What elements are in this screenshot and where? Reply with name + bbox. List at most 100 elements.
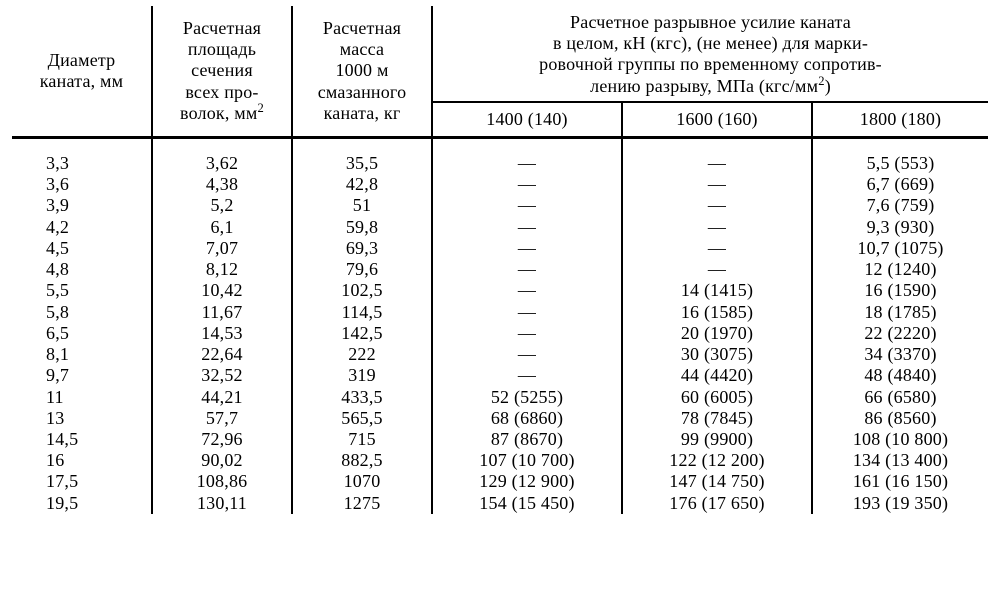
cell-a: 44,21	[152, 387, 292, 408]
table-row: 19,5130,111275154 (15 450)176 (17 650)19…	[12, 493, 988, 514]
cell-f3: 48 (4840)	[812, 365, 988, 386]
table-header-row-1: Диаметрканата, мм Расчетнаяплощадьсечени…	[12, 6, 988, 102]
table-row: 8,122,64222—30 (3075)34 (3370)	[12, 344, 988, 365]
cell-a: 72,96	[152, 429, 292, 450]
cell-d: 14,5	[12, 429, 152, 450]
cell-f3: 134 (13 400)	[812, 450, 988, 471]
cell-f1: 87 (8670)	[432, 429, 622, 450]
cell-f1: —	[432, 195, 622, 216]
cell-f3: 6,7 (669)	[812, 174, 988, 195]
table-row: 3,95,251——7,6 (759)	[12, 195, 988, 216]
cell-a: 4,38	[152, 174, 292, 195]
cell-f2: 14 (1415)	[622, 280, 812, 301]
cell-d: 13	[12, 408, 152, 429]
cell-f2: —	[622, 153, 812, 174]
cell-d: 3,3	[12, 153, 152, 174]
cell-a: 10,42	[152, 280, 292, 301]
cell-f2: 147 (14 750)	[622, 471, 812, 492]
col-header-mass: Расчетнаямасса1000 мсмазанногоканата, кг	[292, 6, 432, 136]
cell-f1: —	[432, 302, 622, 323]
cell-a: 32,52	[152, 365, 292, 386]
table-row: 9,732,52319—44 (4420)48 (4840)	[12, 365, 988, 386]
cell-f1: —	[432, 280, 622, 301]
table-row: 14,572,9671587 (8670)99 (9900)108 (10 80…	[12, 429, 988, 450]
cell-f1: —	[432, 323, 622, 344]
table-row: 6,514,53142,5—20 (1970)22 (2220)	[12, 323, 988, 344]
cell-f2: 99 (9900)	[622, 429, 812, 450]
cell-m: 142,5	[292, 323, 432, 344]
cell-f1: —	[432, 217, 622, 238]
cell-a: 14,53	[152, 323, 292, 344]
cell-d: 5,8	[12, 302, 152, 323]
cell-a: 5,2	[152, 195, 292, 216]
cell-d: 8,1	[12, 344, 152, 365]
cell-f3: 34 (3370)	[812, 344, 988, 365]
cell-a: 108,86	[152, 471, 292, 492]
cell-m: 42,8	[292, 174, 432, 195]
header-body-gap	[12, 137, 988, 153]
col-subheader-1600: 1600 (160)	[622, 102, 812, 136]
cell-m: 565,5	[292, 408, 432, 429]
table-row: 4,88,1279,6——12 (1240)	[12, 259, 988, 280]
cell-m: 882,5	[292, 450, 432, 471]
cell-f3: 12 (1240)	[812, 259, 988, 280]
cell-f1: —	[432, 174, 622, 195]
cell-d: 4,5	[12, 238, 152, 259]
table-row: 1690,02882,5107 (10 700)122 (12 200)134 …	[12, 450, 988, 471]
cell-a: 22,64	[152, 344, 292, 365]
table-row: 4,57,0769,3——10,7 (1075)	[12, 238, 988, 259]
cell-f3: 86 (8560)	[812, 408, 988, 429]
cell-m: 222	[292, 344, 432, 365]
cell-m: 715	[292, 429, 432, 450]
cell-d: 16	[12, 450, 152, 471]
cell-f2: 78 (7845)	[622, 408, 812, 429]
cell-f1: —	[432, 153, 622, 174]
cell-f3: 16 (1590)	[812, 280, 988, 301]
table-row: 17,5108,861070129 (12 900)147 (14 750)16…	[12, 471, 988, 492]
table-row: 3,33,6235,5——5,5 (553)	[12, 153, 988, 174]
cell-f1: 52 (5255)	[432, 387, 622, 408]
cell-f1: —	[432, 365, 622, 386]
cell-d: 3,9	[12, 195, 152, 216]
table-row: 4,26,159,8——9,3 (930)	[12, 217, 988, 238]
cell-f1: —	[432, 259, 622, 280]
cell-f1: —	[432, 344, 622, 365]
cell-d: 9,7	[12, 365, 152, 386]
cell-f1: —	[432, 238, 622, 259]
cell-m: 102,5	[292, 280, 432, 301]
cell-f1: 107 (10 700)	[432, 450, 622, 471]
cell-m: 114,5	[292, 302, 432, 323]
cell-d: 4,8	[12, 259, 152, 280]
cell-f2: —	[622, 174, 812, 195]
cell-f1: 154 (15 450)	[432, 493, 622, 514]
cell-a: 11,67	[152, 302, 292, 323]
table-row: 1357,7565,568 (6860)78 (7845)86 (8560)	[12, 408, 988, 429]
cell-m: 433,5	[292, 387, 432, 408]
cell-d: 17,5	[12, 471, 152, 492]
cell-f3: 10,7 (1075)	[812, 238, 988, 259]
col-header-area: Расчетнаяплощадьсечениявсех про-волок, м…	[152, 6, 292, 136]
table-row: 5,811,67114,5—16 (1585)18 (1785)	[12, 302, 988, 323]
cell-a: 130,11	[152, 493, 292, 514]
table-row: 1144,21433,552 (5255)60 (6005)66 (6580)	[12, 387, 988, 408]
cell-d: 19,5	[12, 493, 152, 514]
rope-spec-table-page: Диаметрканата, мм Расчетнаяплощадьсечени…	[0, 0, 1000, 514]
cell-f3: 193 (19 350)	[812, 493, 988, 514]
cell-d: 6,5	[12, 323, 152, 344]
cell-f3: 108 (10 800)	[812, 429, 988, 450]
cell-m: 319	[292, 365, 432, 386]
cell-f1: 129 (12 900)	[432, 471, 622, 492]
cell-a: 3,62	[152, 153, 292, 174]
cell-a: 90,02	[152, 450, 292, 471]
cell-f3: 9,3 (930)	[812, 217, 988, 238]
table-row: 3,64,3842,8——6,7 (669)	[12, 174, 988, 195]
col-header-force-span: Расчетное разрывное усилие канатав целом…	[432, 6, 988, 102]
cell-m: 51	[292, 195, 432, 216]
cell-d: 3,6	[12, 174, 152, 195]
cell-m: 79,6	[292, 259, 432, 280]
cell-a: 6,1	[152, 217, 292, 238]
cell-d: 5,5	[12, 280, 152, 301]
cell-f2: —	[622, 195, 812, 216]
cell-d: 4,2	[12, 217, 152, 238]
cell-f3: 66 (6580)	[812, 387, 988, 408]
